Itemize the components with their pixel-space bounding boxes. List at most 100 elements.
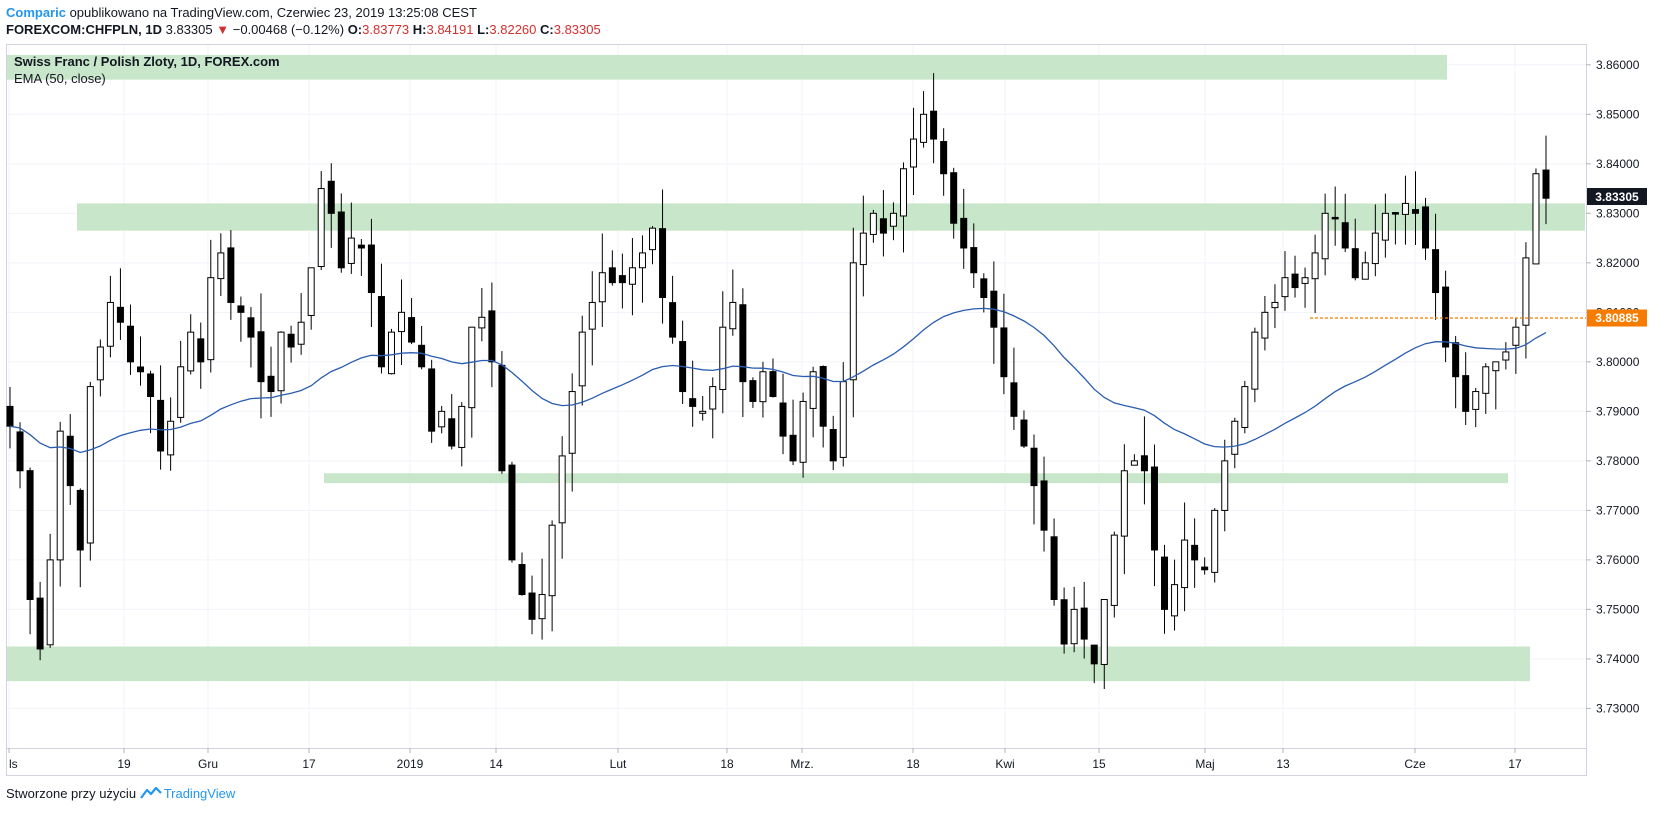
- price-zone: [7, 54, 1447, 80]
- candle: [598, 233, 606, 327]
- candle-body-bear: [327, 180, 335, 214]
- candle: [1251, 327, 1259, 403]
- candle: [6, 386, 14, 449]
- candle-body-bull: [86, 386, 94, 544]
- candle: [1512, 317, 1520, 374]
- candle-body-bull: [478, 316, 486, 329]
- x-tick-label: Lut: [610, 757, 627, 771]
- candle: [839, 362, 847, 467]
- candle: [1030, 434, 1038, 525]
- candle: [729, 269, 737, 336]
- candle: [1261, 295, 1269, 351]
- x-tick-label: Maj: [1195, 757, 1214, 771]
- y-tick-label: 3.76000: [1596, 553, 1640, 567]
- candle: [1040, 456, 1048, 552]
- candle-body-bull: [1472, 391, 1480, 410]
- author-link[interactable]: Comparic: [6, 5, 66, 20]
- candle: [1291, 255, 1299, 298]
- candle: [1462, 352, 1470, 426]
- candle: [578, 315, 586, 406]
- candle-body-bull: [1281, 277, 1289, 298]
- candle: [478, 288, 486, 342]
- candle-body-bear: [116, 306, 124, 323]
- candle: [1211, 508, 1219, 583]
- candle-body-bull: [96, 346, 104, 381]
- candle-body-bull: [1231, 420, 1239, 455]
- candle-body-bull: [869, 212, 877, 235]
- candle: [137, 336, 145, 386]
- candle: [1492, 361, 1500, 410]
- x-tick-label: 14: [489, 757, 503, 771]
- candle: [418, 325, 426, 370]
- candle-body-bull: [889, 212, 897, 227]
- candle: [1060, 587, 1068, 654]
- ema-price-label: 3.80885: [1595, 311, 1639, 325]
- candle: [769, 358, 777, 398]
- candle: [1110, 531, 1118, 618]
- candle-body-bull: [307, 267, 315, 316]
- candle-body-bear: [1422, 206, 1430, 249]
- candle-body-bear: [1020, 419, 1028, 447]
- candle-body-bull: [628, 267, 636, 285]
- candle: [297, 293, 305, 355]
- candle: [930, 73, 938, 164]
- symbol-label[interactable]: FOREXCOM:CHFPLN, 1D: [6, 22, 162, 37]
- candle-body-bear: [1040, 480, 1048, 531]
- x-tick-label: 15: [1092, 757, 1106, 771]
- candle-body-bull: [548, 524, 556, 597]
- footer: Stworzone przy użyciu TradingView: [6, 786, 235, 803]
- close-label: C:: [540, 22, 554, 37]
- candle-body-bear: [789, 434, 797, 462]
- candle-body-bear: [1191, 544, 1199, 561]
- price-zone: [7, 646, 1530, 682]
- candle: [869, 209, 877, 243]
- x-tick-label: ls: [9, 757, 18, 771]
- candle: [1231, 417, 1239, 469]
- candle: [347, 202, 355, 274]
- candle-body-bull: [438, 410, 446, 428]
- candle: [980, 273, 988, 313]
- candle-body-bull: [719, 326, 727, 390]
- candle-body-bear: [508, 464, 516, 561]
- candle: [147, 370, 155, 434]
- candle-body-bear: [428, 368, 436, 432]
- open-value: 3.83773: [362, 22, 410, 37]
- high-value: 3.84191: [426, 22, 474, 37]
- price-zone: [77, 203, 1585, 231]
- candle-body-bull: [217, 252, 225, 280]
- candle: [1522, 242, 1530, 359]
- candle-body-bear: [137, 366, 145, 373]
- candle-body-bull: [1401, 202, 1409, 215]
- candle-body-bear: [769, 371, 777, 397]
- candle: [638, 235, 646, 303]
- candle: [408, 298, 416, 345]
- ema-line: [9, 307, 1547, 454]
- candle-body-bull: [799, 400, 807, 463]
- candle-body-bull: [1221, 460, 1229, 511]
- candle: [287, 325, 295, 363]
- candle: [669, 275, 677, 344]
- candle-body-bear: [367, 244, 375, 294]
- candle: [86, 381, 94, 561]
- x-tick-label: 2019: [397, 757, 424, 771]
- legend-indicator: EMA (50, close): [14, 71, 106, 86]
- candle: [1301, 267, 1309, 308]
- footer-brand[interactable]: TradingView: [163, 786, 236, 801]
- candle-body-bull: [1251, 331, 1259, 390]
- candle-body-bear: [1030, 447, 1038, 487]
- candle: [819, 365, 827, 448]
- candle: [809, 366, 817, 438]
- y-tick-label: 3.79000: [1596, 404, 1640, 418]
- candle-body-bull: [398, 311, 406, 333]
- candle: [618, 253, 626, 309]
- candle: [1381, 193, 1389, 258]
- candle: [197, 322, 205, 389]
- candle-body-bear: [197, 338, 205, 363]
- candle-body-bear: [257, 331, 265, 383]
- candle-body-bull: [277, 331, 285, 392]
- candle: [1020, 410, 1028, 449]
- x-tick-label: Gru: [198, 757, 218, 771]
- y-tick-label: 3.73000: [1596, 701, 1640, 715]
- candle: [247, 307, 255, 368]
